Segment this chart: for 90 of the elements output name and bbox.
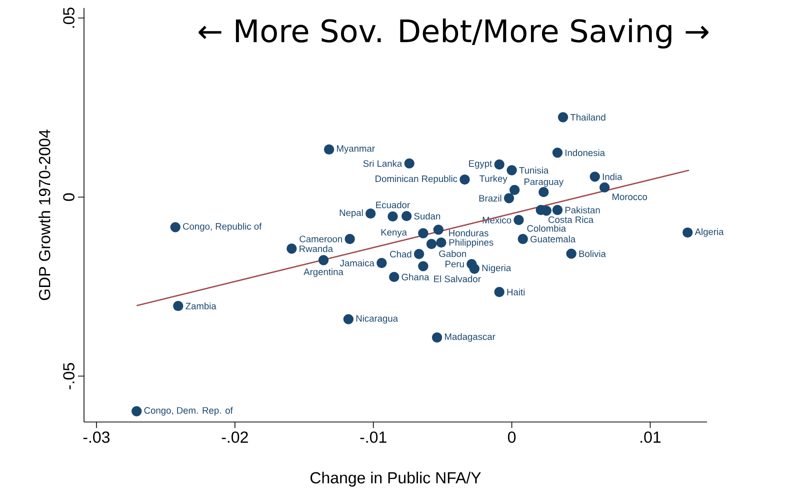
data-label: Pakistan — [565, 206, 600, 214]
data-label: Bolivia — [579, 250, 606, 258]
data-label: Mexico — [482, 216, 512, 224]
point — [552, 148, 563, 158]
point — [324, 144, 334, 155]
data-label: Nigeria — [482, 264, 512, 274]
point — [418, 261, 428, 272]
point — [432, 332, 442, 343]
point — [318, 255, 329, 266]
data-label: Egypt — [469, 160, 492, 169]
x-tick-label: .01 — [640, 432, 661, 443]
point — [460, 174, 470, 185]
data-label: Ghana — [402, 274, 430, 280]
data-label: Kenya — [381, 229, 407, 238]
chart-title: ← More Sov. Debt/More Saving → — [198, 18, 708, 49]
data-label: Guatemala — [530, 236, 576, 242]
point — [518, 234, 528, 244]
point — [376, 258, 387, 268]
point — [566, 248, 576, 259]
data-label: Nicaragua — [356, 314, 398, 324]
data-label: Dominican Republic — [376, 175, 458, 184]
point — [436, 237, 446, 248]
point — [365, 208, 376, 219]
point — [558, 112, 568, 122]
point — [414, 248, 424, 260]
point — [132, 406, 142, 416]
data-label: Myanmar — [337, 145, 375, 154]
x-tick-label: 0 — [508, 432, 516, 443]
data-label: Tunisia — [519, 166, 549, 174]
data-label: El Salvador — [434, 275, 481, 282]
point — [509, 184, 520, 196]
point — [418, 228, 428, 238]
point — [401, 210, 412, 222]
x-tick-label: -.01 — [360, 432, 386, 443]
x-tick-label: -.03 — [83, 432, 110, 443]
data-label: Argentina — [304, 268, 344, 277]
data-label: Indonesia — [566, 149, 606, 156]
point — [514, 214, 524, 226]
data-label: Peru — [446, 260, 464, 268]
data-label: Algeria — [694, 228, 724, 237]
y-axis-title: GDP Growth 1970-2004 — [38, 130, 50, 300]
point — [426, 238, 437, 250]
data-label: Madagascar — [445, 333, 496, 342]
data-label: Haiti — [507, 288, 525, 296]
data-label: Nepal — [340, 209, 363, 218]
data-label: Sri Lanka — [363, 160, 402, 167]
point — [590, 172, 600, 182]
point — [538, 186, 549, 198]
x-axis-title: Change in Public NFA/Y — [310, 472, 481, 487]
data-label: Zambia — [186, 302, 216, 310]
data-label: Chad — [390, 250, 412, 258]
data-label: Gabon — [439, 250, 466, 258]
point — [170, 222, 180, 232]
point — [494, 286, 504, 298]
data-label: Philippines — [449, 238, 494, 248]
data-label: Jamaica — [340, 260, 374, 266]
x-tick-label: -.02 — [222, 432, 248, 443]
data-label: Morocco — [612, 194, 648, 200]
data-label: Cameroon — [300, 236, 342, 242]
data-label: Honduras — [449, 230, 488, 236]
point — [506, 165, 517, 176]
data-label: Ecuador — [376, 201, 410, 208]
y-tick-label: 0 — [63, 193, 74, 201]
point — [173, 300, 184, 312]
point — [552, 204, 563, 216]
data-label: Brazil — [479, 194, 502, 202]
y-tick-label: -.05 — [63, 363, 74, 390]
data-label: India — [602, 173, 622, 180]
point — [494, 159, 504, 170]
point — [388, 211, 398, 222]
point — [469, 264, 480, 274]
point — [599, 182, 610, 193]
data-label: Congo, Republic of — [183, 222, 262, 232]
data-label: Turkey — [479, 175, 508, 184]
data-label: Colombia — [527, 224, 566, 232]
data-label: Thailand — [570, 114, 606, 121]
data-label: Paraguay — [524, 178, 564, 187]
data-label: Sudan — [414, 212, 440, 220]
point — [389, 272, 400, 282]
data-label: Rwanda — [300, 245, 333, 252]
data-label: Congo, Dem. Rep. of — [144, 406, 233, 416]
point — [404, 158, 414, 169]
point — [504, 193, 514, 204]
point — [682, 227, 693, 238]
point — [344, 234, 355, 244]
y-tick-label: .05 — [63, 8, 74, 28]
point — [286, 244, 297, 254]
point — [433, 224, 444, 235]
data-label: Costa Rica — [548, 216, 594, 224]
point — [343, 314, 354, 324]
